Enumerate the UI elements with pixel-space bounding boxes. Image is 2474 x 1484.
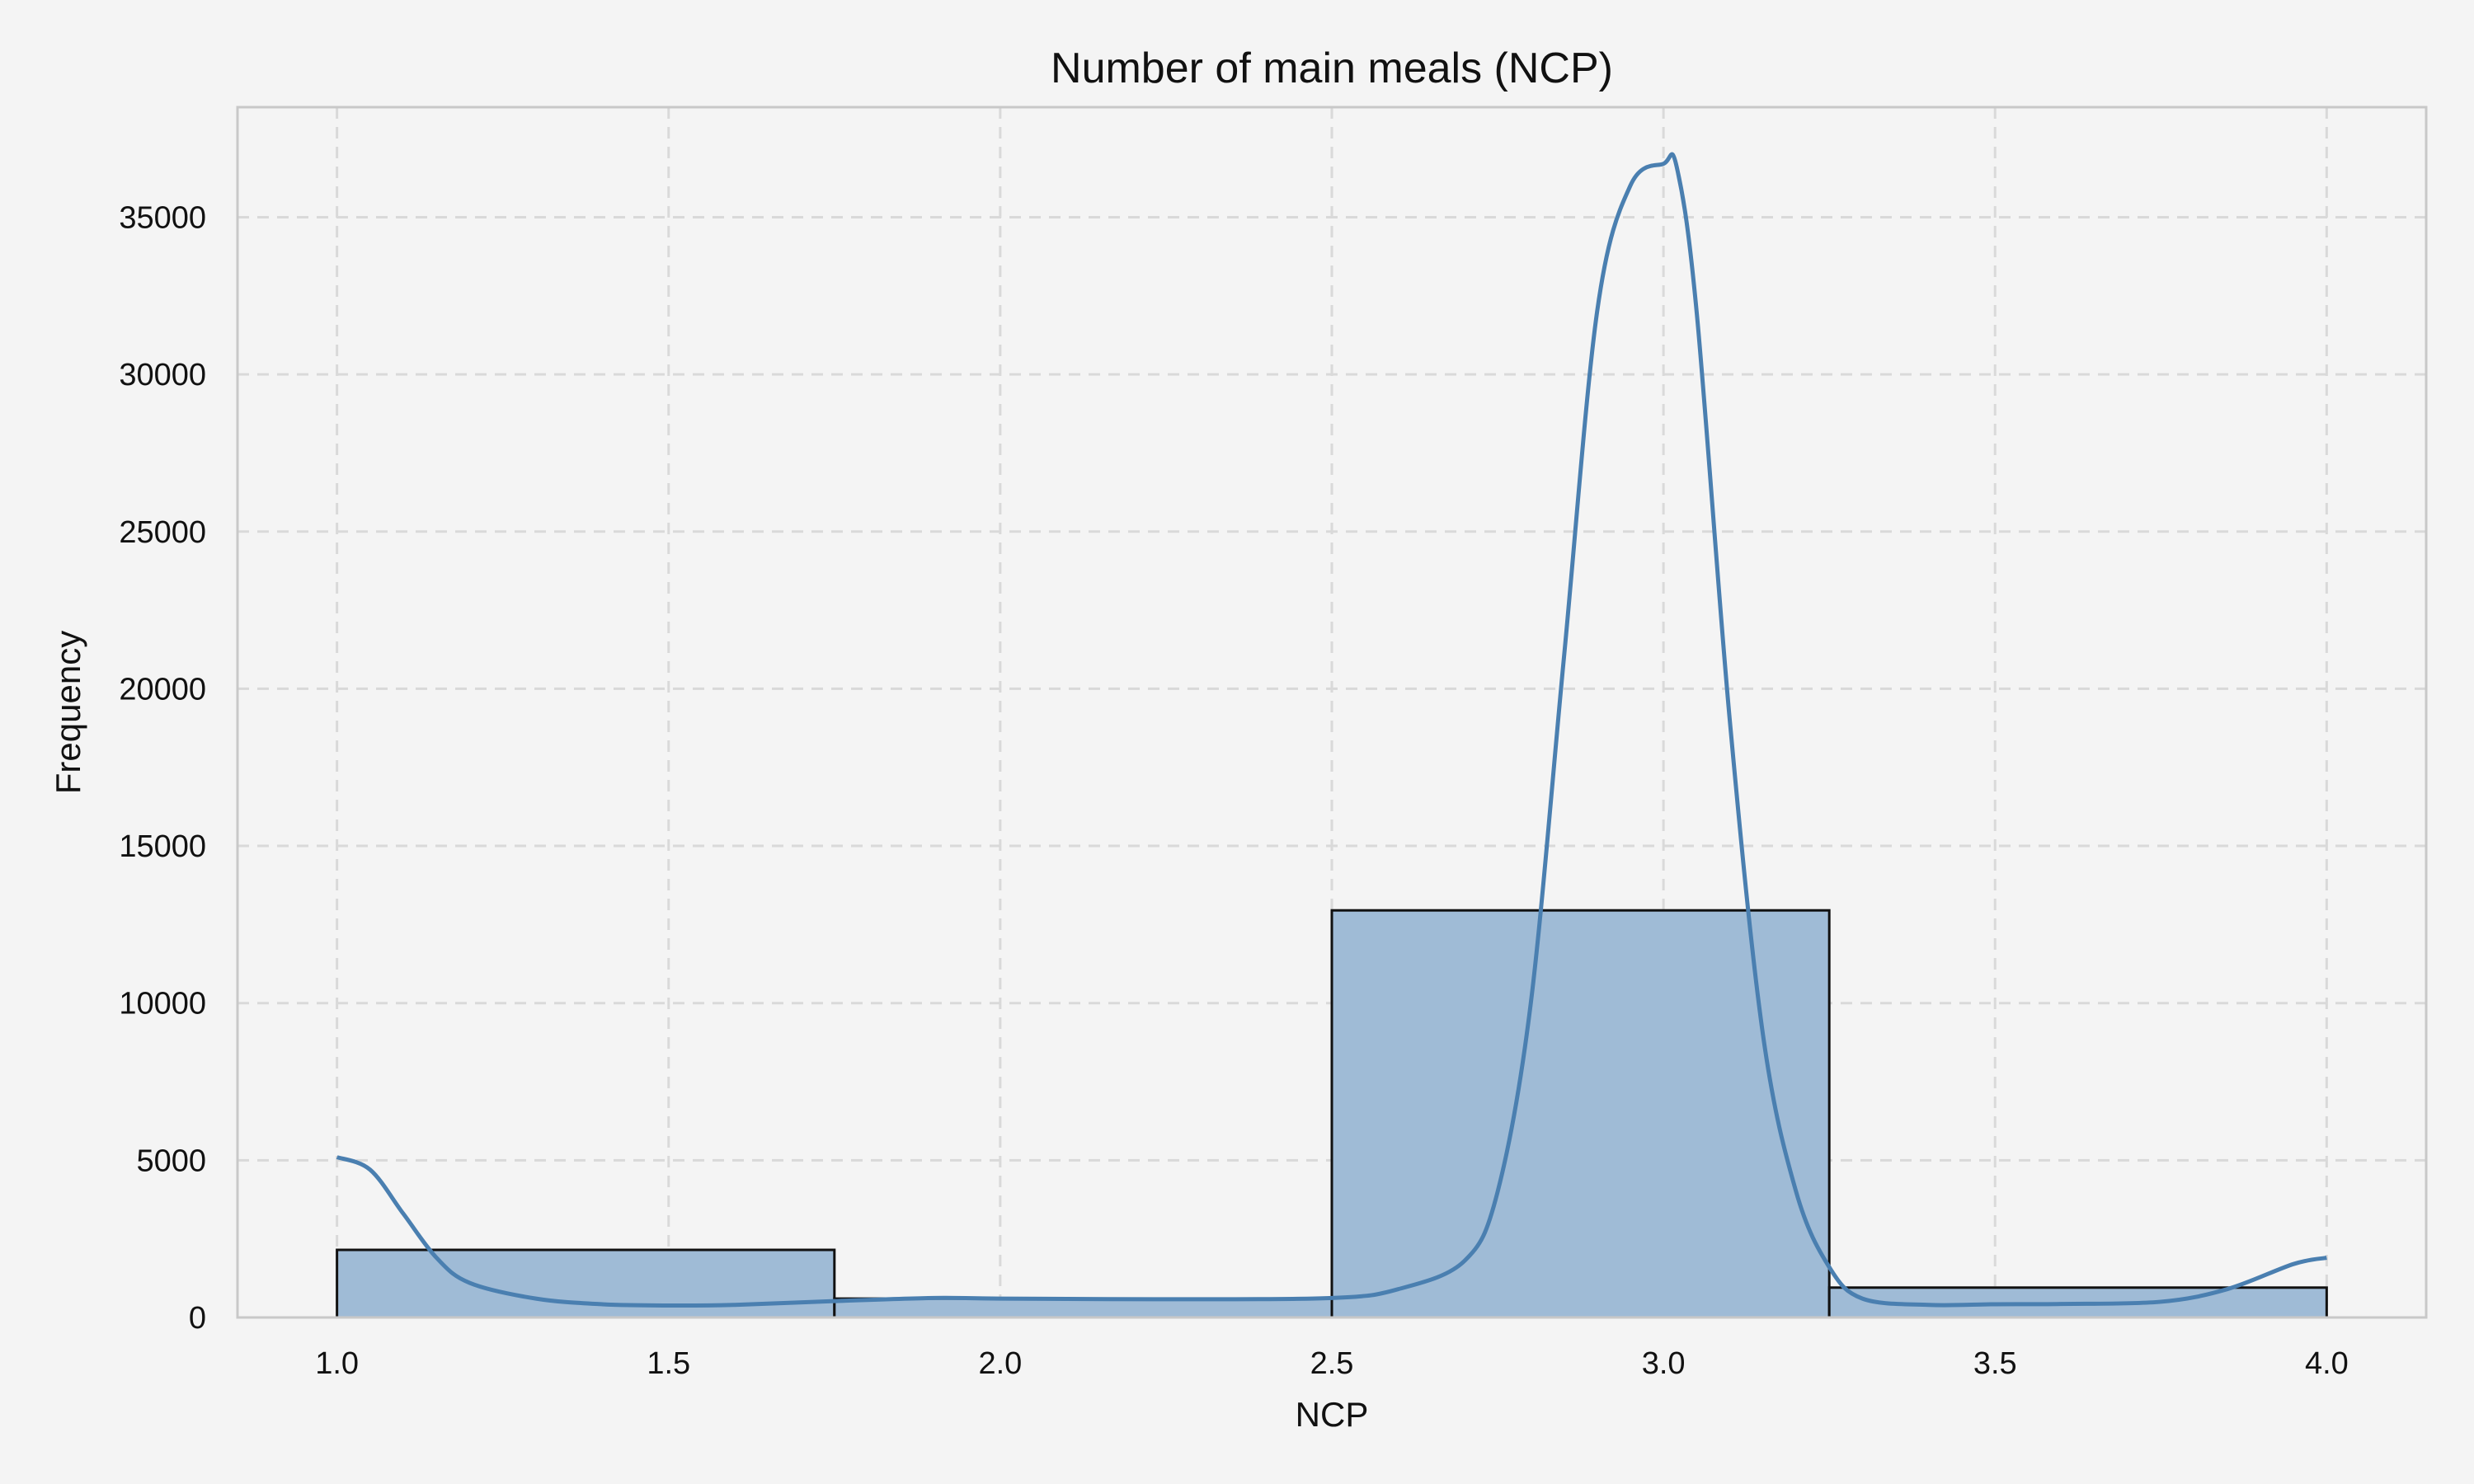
y-tick-label: 20000	[119, 672, 206, 707]
x-tick-label: 3.0	[1642, 1346, 1686, 1381]
x-tick-labels: 1.0 1.5 2.0 2.5 3.0 3.5 4.0	[315, 1346, 2349, 1381]
x-tick-label: 1.5	[647, 1346, 690, 1381]
y-tick-label: 25000	[119, 515, 206, 550]
y-tick-label: 30000	[119, 358, 206, 392]
y-tick-label: 10000	[119, 987, 206, 1021]
x-tick-label: 2.5	[1310, 1346, 1354, 1381]
y-tick-label: 5000	[136, 1144, 206, 1178]
histogram-bar	[336, 1248, 836, 1319]
x-tick-label: 3.5	[1973, 1346, 2017, 1381]
histogram-bars	[336, 909, 2328, 1319]
chart-title: Number of main meals (NCP)	[1051, 45, 1613, 92]
y-tick-labels: 0 5000 10000 15000 20000 25000 30000 35000	[119, 200, 206, 1336]
y-axis-label: Frequency	[49, 631, 87, 794]
x-tick-label: 2.0	[978, 1346, 1022, 1381]
x-tick-label: 1.0	[315, 1346, 359, 1381]
histogram-bar	[1330, 909, 1831, 1319]
y-tick-label: 15000	[119, 829, 206, 864]
x-axis-label: NCP	[1296, 1395, 1369, 1434]
y-tick-label: 0	[189, 1301, 206, 1336]
kde-curve	[336, 152, 2327, 1308]
y-tick-label: 35000	[119, 200, 206, 235]
plot-frame	[236, 106, 2428, 1319]
histogram-bar	[833, 1297, 1333, 1319]
x-tick-label: 4.0	[2305, 1346, 2349, 1381]
